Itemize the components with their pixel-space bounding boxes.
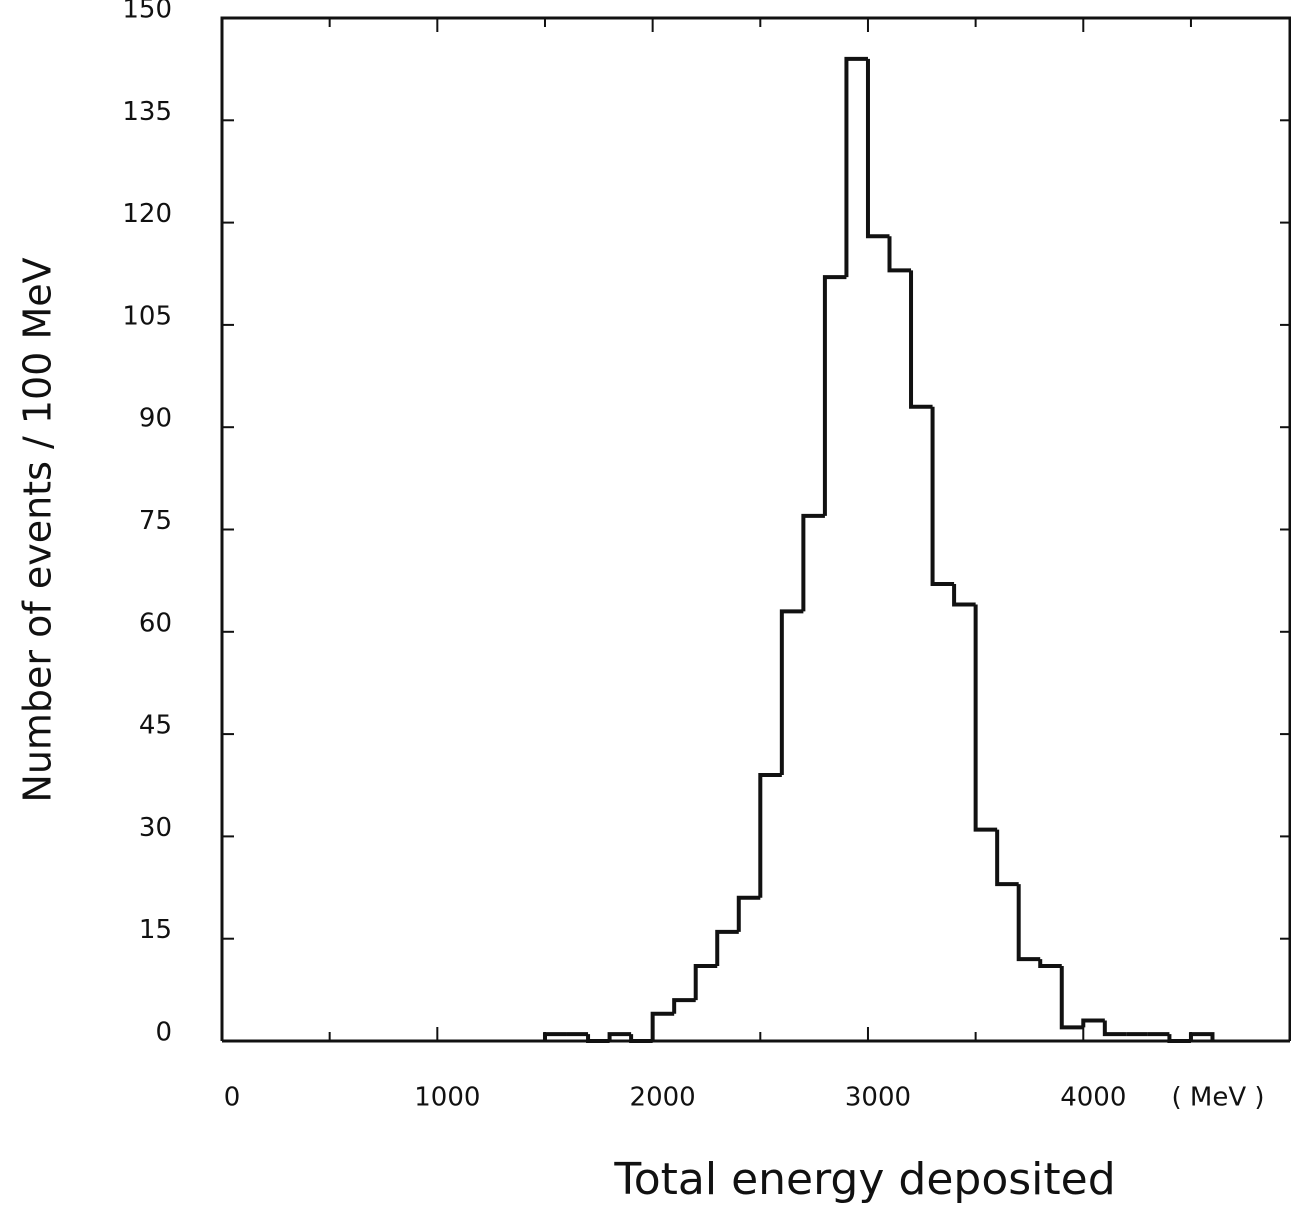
y-tick-label: 135 <box>122 97 172 127</box>
y-tick-label: 45 <box>139 711 172 741</box>
histogram-bin <box>1038 959 1062 968</box>
y-tick-label: 75 <box>139 506 172 536</box>
histogram-bin <box>973 604 998 832</box>
x-tick-label: 1000 <box>414 1083 480 1113</box>
y-tick-label: 60 <box>139 608 172 638</box>
plot-frame <box>220 16 1291 1041</box>
histogram-bin <box>844 56 868 278</box>
y-tick-label: 0 <box>155 1018 172 1048</box>
y-tick-label: 120 <box>122 199 172 229</box>
histogram-bin <box>995 829 1019 887</box>
histogram-bin <box>1102 1020 1127 1037</box>
histogram-bin <box>715 929 739 966</box>
y-tick-label: 30 <box>139 813 172 843</box>
histogram-bin <box>779 609 804 776</box>
x-axis-label: Total energy deposited <box>613 1154 1115 1205</box>
histogram-bin <box>1016 884 1041 962</box>
histogram-bin <box>1081 1018 1105 1028</box>
histogram-bin <box>586 1034 610 1043</box>
histogram-bin <box>930 406 955 587</box>
x-tick-label: 3000 <box>845 1083 911 1113</box>
y-tick-label: 15 <box>139 915 172 945</box>
histogram-bin <box>693 963 718 1001</box>
y-tick-label: 90 <box>139 404 172 434</box>
histogram-bin <box>1188 1032 1215 1041</box>
histogram-bin <box>672 998 696 1014</box>
histogram-bin <box>607 1032 632 1041</box>
y-axis-label: Number of events / 100 MeV <box>16 257 60 802</box>
x-tick-label: 2000 <box>630 1083 696 1113</box>
x-unit: ( MeV ) <box>1171 1083 1264 1113</box>
histogram-bin <box>758 773 782 898</box>
histogram-bin <box>909 270 933 409</box>
histogram-bin <box>650 1011 675 1041</box>
histogram-bin <box>1167 1034 1191 1043</box>
histogram-bin <box>542 1032 567 1041</box>
x-tick-label: 0 <box>224 1083 241 1113</box>
histogram-bin <box>736 895 761 932</box>
histogram-bin <box>952 584 976 607</box>
histogram-bin <box>865 58 890 239</box>
y-tick-label: 150 <box>122 0 172 25</box>
histogram-bin <box>822 275 847 516</box>
histogram-bin <box>887 236 912 273</box>
histogram-bin <box>801 513 825 612</box>
x-tick-label: 4000 <box>1060 1083 1126 1113</box>
histogram-bin <box>1059 965 1084 1030</box>
histogram-bin <box>629 1034 653 1043</box>
y-tick-label: 105 <box>122 301 172 331</box>
